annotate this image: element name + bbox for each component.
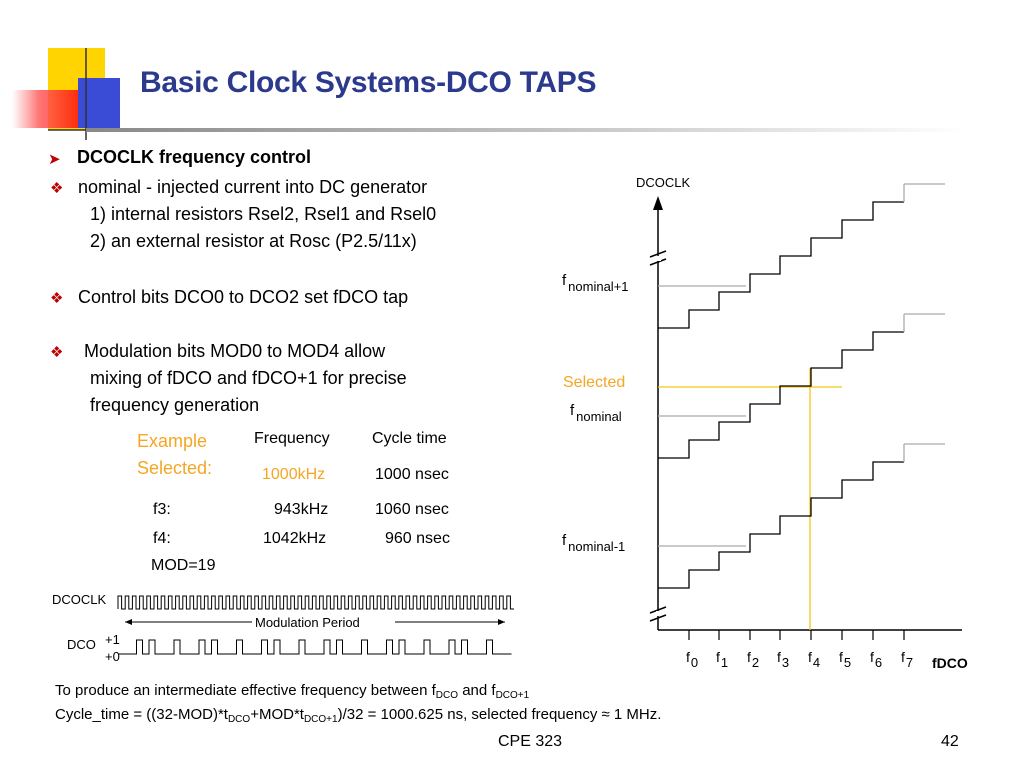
example-label: Example [137, 431, 208, 451]
mod-value: MOD=19 [151, 557, 216, 574]
selected-chart-label: Selected [563, 374, 626, 391]
y-axis-arrow-icon [653, 196, 663, 210]
diamond-bullet-icon: ❖ [50, 180, 64, 197]
f-nominal-plus1-label: f nominal+1 [562, 272, 629, 294]
chart-x-label: fDCO [932, 655, 968, 671]
footer-page-number: 42 [941, 733, 959, 750]
selected-frequency: 1000kHz [262, 466, 326, 483]
diamond-bullet-icon: ❖ [50, 344, 64, 361]
bullet-nominal: nominal - injected current into DC gener… [78, 177, 428, 197]
waveform-plus0-label: +0 [105, 649, 120, 664]
bullet-modulation-3: frequency generation [90, 395, 260, 415]
tap-label-f3: f3 [777, 649, 790, 670]
f-nominal-minus1-label: f nominal-1 [562, 532, 626, 554]
col-cycle-time: Cycle time [372, 430, 447, 447]
arrow-bullet-icon: ➤ [48, 151, 61, 168]
f4-label: f4: [153, 530, 171, 547]
tap-label-f7: f7 [901, 649, 914, 670]
corner-decoration [12, 48, 140, 140]
staircase-1 [658, 331, 904, 459]
slide-title: Basic Clock Systems-DCO TAPS [140, 66, 597, 99]
note-line-1: To produce an intermediate effective fre… [55, 682, 530, 701]
staircase-0 [658, 461, 904, 589]
f4-frequency: 1042kHz [263, 530, 327, 547]
bullet-modulation-2: mixing of fDCO and fDCO+1 for precise [90, 368, 407, 388]
bullet-nominal-sub1: 1) internal resistors Rsel2, Rsel1 and R… [90, 204, 437, 224]
chart-y-label: DCOCLK [636, 175, 691, 190]
f4-cycle: 960 nsec [385, 530, 450, 547]
waveform-dco-label: DCO [67, 637, 96, 652]
tap-label-f0: f0 [686, 649, 699, 670]
title-underline [86, 128, 966, 132]
waveform-dcoclk-label: DCOCLK [52, 592, 107, 607]
bullet-heading: DCOCLK frequency control [77, 147, 312, 167]
dco-waveform [118, 639, 512, 655]
right-arrow-icon [498, 619, 505, 625]
waveform-plus1-label: +1 [105, 632, 120, 647]
col-frequency: Frequency [254, 430, 330, 447]
diamond-bullet-icon: ❖ [50, 290, 64, 307]
f-nominal-label: f nominal [570, 402, 622, 424]
bullet-control-bits: Control bits DCO0 to DCO2 set fDCO tap [78, 287, 409, 307]
f3-cycle: 1060 nsec [375, 501, 449, 518]
footer-course: CPE 323 [498, 733, 563, 750]
tap-label-f2: f2 [747, 649, 760, 670]
tap-label-f1: f1 [716, 649, 729, 670]
f3-frequency: 943kHz [274, 501, 329, 518]
bullet-nominal-sub2: 2) an external resistor at Rosc (P2.5/11… [90, 231, 417, 251]
tap-label-f5: f5 [839, 649, 852, 670]
left-arrow-icon [125, 619, 132, 625]
dcoclk-waveform [117, 595, 514, 610]
axis-break-bottom-icon [649, 606, 667, 622]
tap-label-f4: f4 [808, 649, 821, 670]
tap-label-f6: f6 [870, 649, 883, 670]
note-line-2: Cycle_time = ((32-MOD)*tDCO+MOD*tDCO+1)/… [55, 706, 662, 725]
selected-cycle: 1000 nsec [375, 466, 449, 483]
bullet-modulation-1: Modulation bits MOD0 to MOD4 allow [84, 341, 386, 361]
f3-label: f3: [153, 501, 171, 518]
axis-break-top-icon [649, 250, 667, 266]
selected-label: Selected: [137, 458, 213, 478]
staircase-2 [658, 201, 904, 329]
modulation-period-label: Modulation Period [255, 615, 360, 630]
